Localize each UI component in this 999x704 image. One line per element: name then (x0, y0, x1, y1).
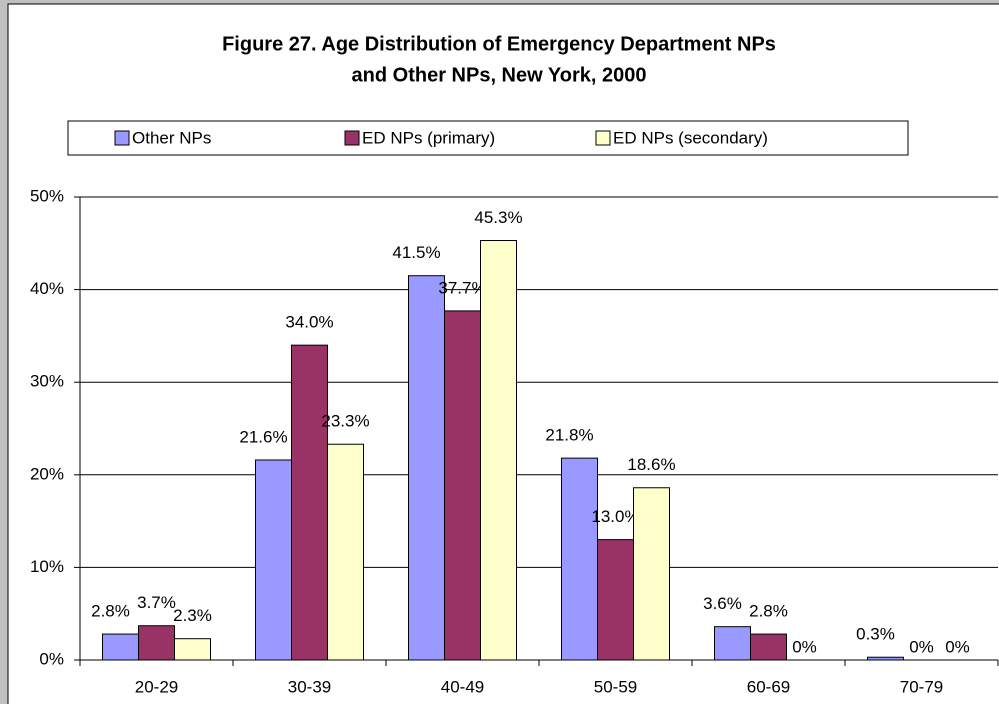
bar (444, 310, 481, 661)
value-label: 0.3% (856, 625, 895, 644)
chart-title: and Other NPs, New York, 2000 (352, 64, 647, 86)
y-tick-label: 40% (30, 279, 64, 298)
bar (597, 539, 634, 661)
bar (138, 625, 175, 661)
bar (174, 638, 211, 661)
bar (633, 487, 670, 661)
value-label: 3.6% (703, 594, 742, 613)
x-tick-label: 50-59 (594, 677, 637, 696)
x-tick-label: 70-79 (900, 677, 943, 696)
x-tick-label: 30-39 (288, 677, 331, 696)
y-tick-label: 50% (30, 186, 64, 205)
value-label: 37.7% (438, 278, 486, 297)
value-label: 2.8% (749, 602, 788, 621)
legend-label: Other NPs (132, 128, 211, 147)
bar (714, 626, 751, 661)
value-label: 0% (792, 637, 817, 656)
legend-swatch (595, 130, 611, 146)
value-label: 2.8% (91, 602, 130, 621)
value-label: 21.8% (545, 426, 593, 445)
y-tick-label: 10% (30, 557, 64, 576)
value-label: 3.7% (137, 593, 176, 612)
value-label: 2.3% (173, 606, 212, 625)
bar (480, 240, 517, 661)
bar (291, 344, 328, 661)
chart-title: Figure 27. Age Distribution of Emergency… (222, 33, 776, 55)
bar (255, 459, 292, 661)
bar (102, 633, 139, 661)
legend-swatch (344, 130, 360, 146)
value-label: 18.6% (627, 455, 675, 474)
y-tick-label: 30% (30, 372, 64, 391)
legend (67, 120, 909, 156)
legend-label: ED NPs (secondary) (613, 128, 768, 147)
bar (327, 443, 364, 661)
x-tick-label: 40-49 (441, 677, 484, 696)
value-label: 0% (909, 637, 934, 656)
value-label: 45.3% (474, 208, 522, 227)
x-tick-label: 60-69 (747, 677, 790, 696)
value-label: 0% (945, 637, 970, 656)
value-label: 41.5% (392, 243, 440, 262)
value-label: 34.0% (285, 313, 333, 332)
y-tick-label: 0% (39, 649, 64, 668)
legend-label: ED NPs (primary) (362, 128, 495, 147)
value-label: 23.3% (321, 412, 369, 431)
value-label: 21.6% (239, 427, 287, 446)
value-label: 13.0% (591, 507, 639, 526)
bar (561, 457, 598, 661)
legend-swatch (114, 130, 130, 146)
y-tick-label: 20% (30, 464, 64, 483)
bar (408, 275, 445, 661)
bar (750, 633, 787, 661)
x-tick-label: 20-29 (135, 677, 178, 696)
